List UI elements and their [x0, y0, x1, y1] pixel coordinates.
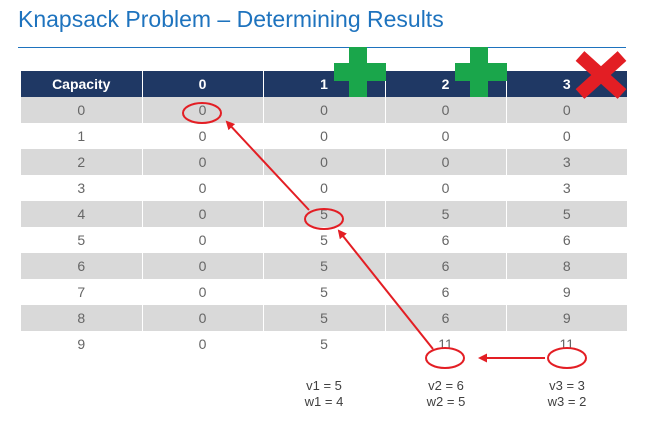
item-2-value: v2 = 6: [428, 378, 464, 393]
item-3-weight: w3 = 2: [547, 394, 587, 409]
table-row: 2 0 0 0 3: [21, 149, 627, 175]
value-cell: 5: [385, 201, 507, 227]
value-cell: 3: [506, 149, 627, 175]
value-cell: 0: [142, 253, 264, 279]
table-row: 1 0 0 0 0: [21, 123, 627, 149]
plus-icon: [334, 47, 386, 97]
plus-icon: [455, 47, 507, 97]
value-cell: 9: [506, 279, 627, 305]
capacity-cell: 5: [21, 227, 143, 253]
value-cell: 0: [142, 175, 264, 201]
value-cell: 5: [263, 331, 386, 357]
value-cell: 0: [142, 123, 264, 149]
value-cell: 0: [385, 97, 507, 123]
value-cell: 5: [263, 279, 386, 305]
item-1-value: v1 = 5: [306, 378, 342, 393]
table-row: 5 0 5 6 6: [21, 227, 627, 253]
value-cell: 0: [142, 279, 264, 305]
value-cell: 5: [506, 201, 627, 227]
value-cell: 6: [385, 305, 507, 331]
value-cell: 9: [506, 305, 627, 331]
capacity-cell: 6: [21, 253, 143, 279]
slide-title: Knapsack Problem – Determining Results: [18, 6, 444, 32]
table-row: 3 0 0 0 3: [21, 175, 627, 201]
capacity-cell: 3: [21, 175, 143, 201]
highlight-circle: [304, 208, 344, 230]
value-cell: 0: [142, 331, 264, 357]
item-2-info: v2 = 6 w2 = 5: [386, 378, 506, 410]
title-divider: [18, 47, 626, 48]
capacity-cell: 1: [21, 123, 143, 149]
capacity-cell: 8: [21, 305, 143, 331]
value-cell: 0: [263, 123, 386, 149]
item-1-weight: w1 = 4: [304, 394, 344, 409]
item-3-value: v3 = 3: [549, 378, 585, 393]
value-cell: 0: [263, 149, 386, 175]
value-cell: 5: [263, 201, 386, 227]
value-cell: 0: [142, 227, 264, 253]
value-cell: 0: [506, 123, 627, 149]
value-cell: 6: [385, 227, 507, 253]
highlight-circle: [182, 102, 222, 124]
header-item-0: 0: [142, 71, 264, 97]
value-cell: 0: [385, 123, 507, 149]
value-cell: 0: [263, 97, 386, 123]
value-cell: 3: [506, 175, 627, 201]
item-3-info: v3 = 3 w3 = 2: [507, 378, 627, 410]
value-cell: 6: [506, 227, 627, 253]
value-cell: 0: [385, 149, 507, 175]
table-row: 7 0 5 6 9: [21, 279, 627, 305]
highlight-circle: [547, 347, 587, 369]
item-2-weight: w2 = 5: [426, 394, 466, 409]
value-cell: 5: [263, 305, 386, 331]
table-row: 6 0 5 6 8: [21, 253, 627, 279]
item-1-info: v1 = 5 w1 = 4: [264, 378, 384, 410]
value-cell: 5: [263, 227, 386, 253]
value-cell: 0: [142, 305, 264, 331]
value-cell: 5: [263, 253, 386, 279]
value-cell: 0: [142, 201, 264, 227]
capacity-cell: 9: [21, 331, 143, 357]
value-cell: 11: [506, 331, 627, 357]
capacity-cell: 2: [21, 149, 143, 175]
value-cell: 0: [263, 175, 386, 201]
table-row: 4 0 5 5 5: [21, 201, 627, 227]
traceback-arrow: [225, 120, 310, 211]
traceback-arrow: [337, 229, 434, 350]
table-row: 8 0 5 6 9: [21, 305, 627, 331]
knapsack-table: Capacity 0 1 2 3 0 0 0 0 0 1 0 0 0 0 2 0…: [21, 71, 627, 357]
capacity-cell: 0: [21, 97, 143, 123]
value-cell: 0: [385, 175, 507, 201]
value-cell: 11: [385, 331, 507, 357]
value-cell: 0: [142, 97, 264, 123]
highlight-circle: [425, 347, 465, 369]
table-row: 9 0 5 11 11: [21, 331, 627, 357]
value-cell: 0: [506, 97, 627, 123]
value-cell: 0: [142, 149, 264, 175]
table-row: 0 0 0 0 0: [21, 97, 627, 123]
capacity-cell: 4: [21, 201, 143, 227]
value-cell: 6: [385, 253, 507, 279]
value-cell: 8: [506, 253, 627, 279]
capacity-cell: 7: [21, 279, 143, 305]
value-cell: 6: [385, 279, 507, 305]
cross-icon: [575, 51, 627, 99]
header-capacity: Capacity: [21, 71, 143, 97]
